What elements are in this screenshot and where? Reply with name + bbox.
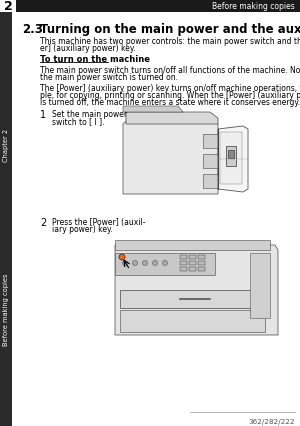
Text: Set the main power: Set the main power <box>52 110 127 119</box>
Bar <box>0 0 300 13</box>
Text: This machine has two power controls: the main power switch and the [Pow-: This machine has two power controls: the… <box>40 37 300 46</box>
Text: To turn on the machine: To turn on the machine <box>40 55 150 64</box>
Bar <box>228 151 234 158</box>
Polygon shape <box>123 107 183 113</box>
Bar <box>0 13 12 426</box>
Text: switch to [ I ].: switch to [ I ]. <box>52 117 104 126</box>
Circle shape <box>119 254 125 260</box>
Text: the main power switch is turned on.: the main power switch is turned on. <box>40 73 178 82</box>
Text: 362/282/222: 362/282/222 <box>248 418 295 424</box>
Text: ple, for copying, printing or scanning. When the [Power] (auxiliary power) key: ple, for copying, printing or scanning. … <box>40 91 300 100</box>
Bar <box>0 0 16 13</box>
Polygon shape <box>123 115 218 195</box>
Text: Chapter 2: Chapter 2 <box>3 128 9 161</box>
Bar <box>189 268 196 271</box>
Text: Before making copies: Before making copies <box>212 2 295 11</box>
Bar <box>203 155 221 169</box>
Circle shape <box>152 261 158 266</box>
Bar <box>120 290 265 308</box>
Bar <box>180 262 187 265</box>
Bar <box>189 256 196 259</box>
Text: Before making copies: Before making copies <box>3 273 9 345</box>
Bar <box>226 147 236 167</box>
Bar <box>203 175 221 189</box>
Circle shape <box>163 261 167 266</box>
Bar <box>115 240 270 250</box>
Polygon shape <box>126 113 218 125</box>
Text: Press the [Power] (auxil-: Press the [Power] (auxil- <box>52 218 146 227</box>
Circle shape <box>122 261 128 266</box>
Circle shape <box>133 261 137 266</box>
Text: The main power switch turns on/off all functions of the machine. Normally,: The main power switch turns on/off all f… <box>40 66 300 75</box>
Bar <box>198 262 205 265</box>
Bar <box>220 132 242 184</box>
Text: 2: 2 <box>4 0 12 13</box>
Polygon shape <box>115 245 278 335</box>
Text: The [Power] (auxiliary power) key turns on/off machine operations, for exam-: The [Power] (auxiliary power) key turns … <box>40 84 300 93</box>
Bar <box>189 262 196 265</box>
Text: iary power) key.: iary power) key. <box>52 225 113 233</box>
Bar <box>198 256 205 259</box>
Circle shape <box>142 261 148 266</box>
Bar <box>180 256 187 259</box>
Bar <box>203 135 221 149</box>
Text: er] (auxiliary power) key.: er] (auxiliary power) key. <box>40 44 136 53</box>
Text: 2: 2 <box>40 218 46 227</box>
Text: is turned off, the machine enters a state where it conserves energy.: is turned off, the machine enters a stat… <box>40 98 300 107</box>
Polygon shape <box>218 127 248 193</box>
Bar <box>120 310 265 332</box>
Bar <box>115 253 215 275</box>
Text: 1: 1 <box>40 110 46 120</box>
Bar <box>180 268 187 271</box>
Text: 2.3: 2.3 <box>22 23 43 36</box>
Bar <box>250 253 270 318</box>
Text: Turning on the main power and the auxiliary power: Turning on the main power and the auxili… <box>40 23 300 36</box>
Bar <box>198 268 205 271</box>
